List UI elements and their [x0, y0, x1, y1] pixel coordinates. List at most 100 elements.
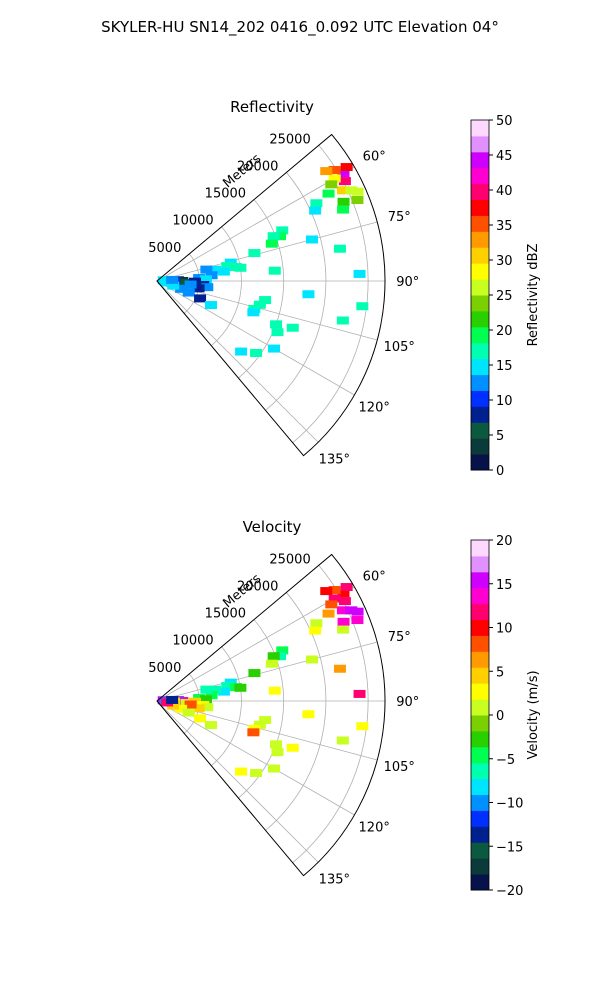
radar-gate: [209, 685, 222, 694]
radar-gate: [337, 169, 350, 178]
radar-gate: [322, 609, 335, 618]
radar-gate: [353, 689, 366, 698]
radar-gate: [166, 275, 179, 284]
azimuth-tick-label: 90°: [396, 695, 419, 710]
azimuth-tick-label: 90°: [396, 275, 419, 290]
colorbar-segment: [471, 454, 489, 471]
radar-gate: [200, 685, 213, 694]
radar-gate: [302, 710, 315, 719]
colorbar-segment: [471, 151, 489, 169]
radar-gate: [337, 625, 350, 634]
radar-gate: [286, 323, 299, 332]
radar-gate: [175, 704, 188, 713]
radar-gate: [217, 687, 230, 696]
radial-tick-label: 15000: [205, 187, 246, 202]
radar-gate: [217, 267, 230, 276]
radar-gate: [309, 626, 322, 635]
azimuth-gridline: [156, 700, 355, 816]
colorbar-tick-label: −20: [496, 884, 523, 899]
sector-frame: [156, 133, 386, 457]
colorbar-tick-label: 10: [496, 394, 513, 409]
colorbar-segment: [471, 342, 489, 360]
colorbar-segment: [471, 247, 489, 264]
radar-gate: [337, 617, 350, 626]
range-ring: [211, 646, 242, 766]
radar-gate: [305, 655, 318, 664]
radar-gate: [253, 300, 266, 309]
colorbar-segment: [471, 746, 489, 764]
chart-title: Reflectivity: [230, 98, 314, 116]
radar-gate: [192, 704, 205, 713]
colorbar-segment: [471, 826, 489, 843]
colorbar-segment: [471, 422, 489, 439]
radar-gate: [340, 163, 353, 172]
radial-tick-label: 20000: [237, 579, 278, 594]
colorbar-segment: [471, 571, 489, 589]
radar-gate: [248, 249, 261, 258]
radar-gate: [276, 646, 289, 655]
radar-gate: [265, 659, 278, 668]
colorbar-segment: [471, 120, 489, 137]
radial-tick-label: 20000: [237, 159, 278, 174]
colorbar-segment: [471, 651, 489, 668]
colorbar-segment: [471, 762, 489, 780]
colorbar-segment: [471, 406, 489, 423]
colorbar-segment: [471, 730, 489, 748]
colorbar-segment: [471, 619, 489, 636]
radar-gate: [205, 691, 218, 700]
radar-gate: [247, 728, 260, 737]
radar-gate: [268, 266, 281, 275]
radar-gate: [259, 296, 272, 305]
radar-gate: [175, 284, 188, 293]
radar-gate: [351, 196, 364, 205]
colorbar-segment: [471, 199, 489, 216]
radar-gate: [345, 186, 358, 195]
colorbar-tick-label: 40: [496, 184, 513, 199]
colorbar-segment: [471, 279, 489, 296]
colorbar-tick-label: −10: [496, 797, 523, 812]
radar-gate: [199, 275, 212, 284]
colorbar-segment: [471, 603, 489, 621]
radial-tick-label: 10000: [172, 214, 213, 229]
radar-gate: [182, 288, 195, 297]
radar-gate: [268, 344, 281, 353]
radar-gate: [328, 586, 341, 595]
radar-gate: [265, 239, 278, 248]
radar-gate: [336, 606, 349, 615]
colorbar-segment: [471, 858, 489, 875]
radar-gate: [271, 328, 284, 337]
radar-gate: [351, 616, 364, 625]
radar-gate: [356, 722, 369, 731]
colorbar-tick-label: 20: [496, 534, 513, 549]
radar-gate: [328, 594, 341, 603]
colorbar-segment: [471, 374, 489, 391]
colorbar-segment: [471, 810, 489, 827]
colorbar-tick-label: 5: [496, 665, 504, 680]
radar-gate: [336, 736, 349, 745]
radar-gate: [310, 619, 323, 628]
azimuth-tick-label: 135°: [319, 452, 350, 467]
azimuth-gridline: [156, 586, 355, 702]
colorbar-tick-label: 0: [496, 709, 504, 724]
radar-gate: [194, 294, 207, 303]
radar-gate: [253, 720, 266, 729]
radar-gate: [201, 703, 214, 712]
radar-gate: [259, 716, 272, 725]
radar-gate: [267, 652, 280, 661]
radar-gate: [192, 284, 205, 293]
radar-gate: [337, 589, 350, 598]
range-ring: [265, 592, 327, 831]
colorbar-segment: [471, 390, 489, 407]
colorbar-segment: [471, 263, 489, 280]
colorbar-segment: [471, 587, 489, 605]
colorbar-tick-label: 5: [496, 429, 504, 444]
radar-gate: [167, 701, 180, 710]
colorbar-tick-label: 35: [496, 219, 513, 234]
radar-gate: [276, 226, 289, 235]
radar-gate: [234, 263, 247, 272]
radar-gate: [328, 174, 341, 183]
radar-gate: [337, 205, 350, 214]
radar-gate: [271, 748, 284, 757]
azimuth-gridline: [156, 166, 355, 282]
colorbar-segment: [471, 183, 489, 201]
